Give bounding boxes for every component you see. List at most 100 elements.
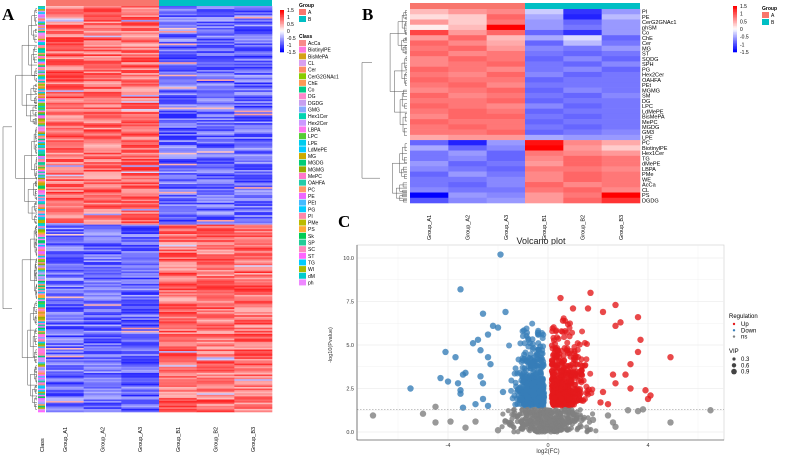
class-legend-label: WI (308, 267, 314, 273)
class-legend-label: GMG (308, 108, 320, 114)
heatmap-cell (563, 198, 602, 204)
point-up (566, 395, 572, 401)
point-ns (420, 411, 426, 417)
heatmap-cell (448, 56, 487, 62)
heatmap-cell (525, 166, 564, 172)
heatmap-cell (234, 410, 272, 412)
point-ns (495, 427, 501, 433)
heatmap-cell (487, 140, 526, 146)
heatmap-cell (448, 193, 487, 199)
heatmap-cell (448, 119, 487, 125)
point-ns (432, 404, 438, 410)
class-swatch (299, 73, 306, 79)
point-down (533, 398, 539, 404)
point-ns (667, 419, 673, 425)
heatmap-cell (410, 77, 449, 83)
heatmap-cell (563, 14, 602, 20)
regulation-key (733, 323, 735, 325)
point-up (585, 305, 591, 311)
heatmap-cell (410, 9, 449, 15)
heatmap-cell (448, 72, 487, 78)
heatmap-cell (448, 40, 487, 46)
point-ns (565, 426, 570, 431)
heatmap-cell (602, 19, 641, 25)
point-ns (533, 428, 538, 433)
heatmap-cell (602, 30, 641, 36)
class-legend-label: ChE (308, 81, 318, 87)
vip-label: 0.9 (741, 370, 750, 376)
point-up (563, 372, 569, 378)
heatmap-cell (448, 46, 487, 52)
class-swatch (299, 80, 306, 86)
class-swatch (299, 233, 306, 239)
column-label: Group_B2 (214, 427, 220, 452)
heatmap-cell (448, 67, 487, 73)
group-bar-b (159, 0, 272, 6)
class-legend-label: CerG2GNAc1 (308, 74, 339, 80)
point-down (525, 394, 531, 400)
heatmap-cell (487, 177, 526, 183)
point-down (445, 378, 451, 384)
class-swatch (299, 60, 306, 66)
heatmap-cell (487, 187, 526, 193)
heatmap-cell (563, 166, 602, 172)
heatmap-cell (487, 172, 526, 178)
heatmap-cell (602, 77, 641, 83)
class-legend-title: Class (299, 34, 313, 40)
point-down (485, 354, 491, 360)
heatmap-cell (563, 151, 602, 157)
row-label: DGDG (642, 198, 659, 204)
heatmap-cell (410, 40, 449, 46)
point-ns (370, 412, 376, 418)
color-scale-tick: 1.5 (287, 8, 294, 14)
vip-key (732, 363, 736, 367)
heatmap-cell (487, 119, 526, 125)
class-legend-label: BiotinylPE (308, 48, 331, 54)
heatmap-cell (448, 145, 487, 151)
point-up (587, 290, 593, 296)
point-down (497, 251, 503, 257)
regulation-key (733, 329, 735, 331)
heatmap-cell (602, 88, 641, 94)
point-ns (506, 408, 511, 413)
heatmap-cell (410, 98, 449, 104)
class-annotation-strip (38, 6, 45, 412)
group-bar-a (46, 0, 159, 6)
point-up (566, 377, 572, 383)
group-swatch-b (762, 19, 769, 25)
point-ns (500, 411, 505, 416)
color-scale-tick: 1 (740, 12, 743, 18)
heatmap-cell (448, 187, 487, 193)
point-down (485, 331, 491, 337)
heatmap-cell (410, 19, 449, 25)
class-swatch (299, 213, 306, 219)
group-legend-label: A (771, 13, 775, 19)
point-up (570, 389, 576, 395)
point-down (540, 375, 546, 381)
class-legend-label: LPC (308, 134, 318, 140)
heatmap-cell (448, 156, 487, 162)
heatmap-cell (525, 130, 564, 136)
heatmap-cell (410, 103, 449, 109)
heatmap-cell (410, 88, 449, 94)
point-up (577, 386, 583, 392)
dendrogram-root (362, 62, 380, 178)
heatmap-cell (410, 119, 449, 125)
heatmap-cell (448, 172, 487, 178)
point-ns (563, 419, 568, 424)
point-down (531, 379, 537, 385)
point-down (527, 389, 533, 395)
column-label: Group_B3 (619, 215, 625, 240)
class-legend-label: LBPA (308, 127, 321, 133)
heatmap-cell (525, 161, 564, 167)
heatmap-cell (487, 151, 526, 157)
point-down (533, 371, 539, 377)
point-up (580, 397, 586, 403)
heatmap-cell (487, 88, 526, 94)
heatmap-cell (563, 98, 602, 104)
heatmap-cell (525, 98, 564, 104)
heatmap-cell (525, 19, 564, 25)
heatmap-cell (525, 56, 564, 62)
class-swatch (299, 279, 306, 285)
